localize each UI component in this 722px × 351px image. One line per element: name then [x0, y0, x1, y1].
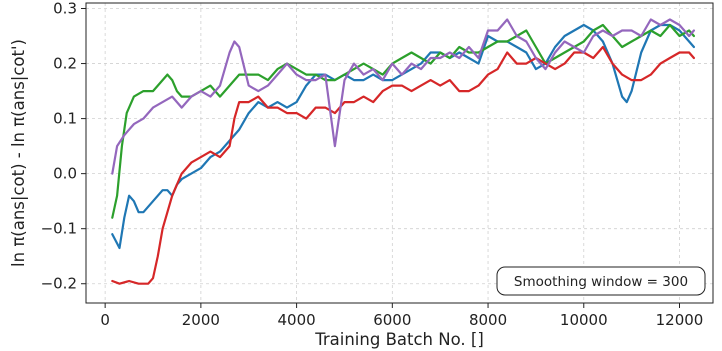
plot-area-frame [85, 2, 714, 304]
y-tick-label: 0.3 [53, 0, 77, 18]
y-tick-label: −0.2 [41, 275, 77, 293]
y-tick-label: 0.1 [53, 110, 77, 128]
y-tick-label: 0.0 [53, 165, 77, 183]
tick-layer: 0 2000 4000 6000 8000 10000 12000 −0.2 −0.1 0.0 0.… [41, 0, 704, 329]
y-axis-label: ln π(ans|cot) - ln π(ans|cot') [9, 39, 28, 267]
series-line-2 [111, 23, 695, 219]
grid-layer [86, 3, 713, 303]
x-tick-label: 2000 [182, 311, 220, 329]
x-tick-label: 12000 [656, 311, 704, 329]
series-line-4 [111, 18, 695, 175]
x-axis-label: Training Batch No. [] [314, 330, 484, 349]
y-tick-label: −0.1 [41, 220, 77, 238]
y-tick-label: 0.2 [53, 55, 77, 73]
x-tick-label: 8000 [469, 311, 507, 329]
x-tick-label: 0 [100, 311, 110, 329]
series-layer [111, 18, 695, 285]
series-line-3 [111, 45, 695, 285]
x-tick-label: 4000 [278, 311, 316, 329]
x-tick-label: 10000 [560, 311, 608, 329]
series-line-1 [111, 23, 695, 250]
annotation-frame [496, 266, 706, 296]
x-tick-label: 6000 [373, 311, 411, 329]
annotation-box: Smoothing window = 300 [496, 266, 706, 296]
smoothing-window-label: Smoothing window = 300 [514, 274, 688, 290]
